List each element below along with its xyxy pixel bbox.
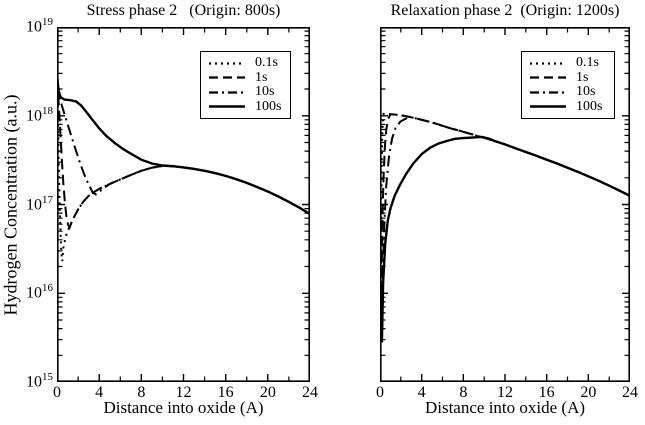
legend-label: 1s bbox=[255, 69, 268, 85]
series-10s bbox=[380, 116, 630, 343]
y-tick-label: 1015 bbox=[26, 371, 53, 391]
legend-label: 10s bbox=[576, 84, 596, 100]
legend-label: 100s bbox=[576, 98, 603, 114]
x-tick-label: 4 bbox=[417, 384, 426, 401]
y-tick-label: 1016 bbox=[26, 282, 53, 302]
series-0.1s bbox=[57, 78, 310, 262]
x-tick-label: 0 bbox=[376, 384, 384, 401]
x-tick-label: 8 bbox=[137, 384, 146, 401]
axis-frame bbox=[57, 27, 310, 382]
y-tick-label: 1017 bbox=[26, 193, 53, 213]
plot-area-right bbox=[380, 27, 630, 382]
legend-line-dashdot-icon bbox=[530, 91, 566, 94]
legend-item: 100s bbox=[208, 98, 283, 114]
series-1s bbox=[380, 113, 630, 343]
y-tick-label: 1018 bbox=[26, 104, 53, 125]
legend-item: 10s bbox=[529, 85, 607, 99]
legend-left: 0.1s 1s 10s 100s bbox=[200, 51, 291, 119]
x-tick-label: 4 bbox=[95, 384, 104, 401]
legend-label: 1s bbox=[576, 69, 589, 85]
legend-label: 0.1s bbox=[576, 55, 599, 71]
series-100s bbox=[380, 135, 630, 343]
x-tick-label: 24 bbox=[302, 384, 318, 401]
legend-line-dashdot-icon bbox=[209, 91, 245, 94]
legend-item: 100s bbox=[529, 98, 607, 114]
plot-area-left bbox=[57, 27, 310, 382]
plot-title-right: Relaxation phase 2 (Origin: 1200s) bbox=[390, 2, 620, 19]
legend-line-dashed-icon bbox=[209, 76, 245, 79]
legend-label: 0.1s bbox=[255, 55, 278, 71]
legend-item: 0.1s bbox=[529, 56, 607, 70]
x-tick-label: 20 bbox=[259, 384, 276, 401]
legend-line-dotted-icon bbox=[209, 62, 245, 65]
major-ticks bbox=[57, 27, 310, 382]
legend-line-solid-icon bbox=[530, 105, 566, 108]
legend-line-dashed-icon bbox=[530, 76, 566, 79]
legend-line-solid-icon bbox=[209, 105, 245, 108]
legend-item: 1s bbox=[529, 69, 607, 85]
x-tick-label: 24 bbox=[622, 384, 638, 401]
legend-item: 10s bbox=[208, 85, 283, 99]
x-axis-label-right: Distance into oxide (A) bbox=[424, 398, 586, 417]
legend-label: 100s bbox=[255, 98, 282, 114]
y-tick-label: 1019 bbox=[26, 16, 53, 36]
series-100s bbox=[57, 77, 310, 216]
x-axis-label-left: Distance into oxide (A) bbox=[103, 398, 264, 417]
series-0.1s bbox=[380, 112, 630, 343]
x-tick-label: 16 bbox=[217, 384, 234, 401]
legend-line-dotted-icon bbox=[530, 62, 566, 65]
x-tick-label: 0 bbox=[53, 384, 61, 401]
legend-item: 0.1s bbox=[208, 56, 283, 70]
x-tick-label: 12 bbox=[175, 384, 192, 401]
x-tick-label: 16 bbox=[538, 384, 555, 401]
legend-item: 1s bbox=[208, 69, 283, 85]
legend-right: 0.1s 1s 10s 100s bbox=[521, 51, 615, 119]
x-tick-label: 20 bbox=[580, 384, 597, 401]
plot-title-left: Stress phase 2 (Origin: 800s) bbox=[86, 2, 281, 19]
x-tick-label: 12 bbox=[497, 384, 513, 401]
x-tick-label: 8 bbox=[459, 384, 468, 401]
minor-ticks bbox=[58, 28, 309, 381]
legend-label: 10s bbox=[255, 84, 275, 100]
